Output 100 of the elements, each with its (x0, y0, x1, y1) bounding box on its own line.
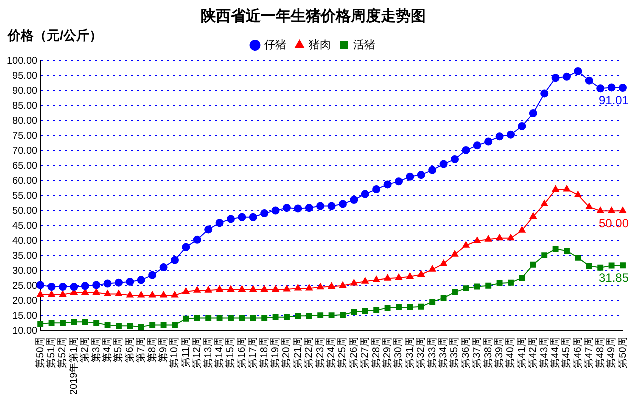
y-axis-title: 价格（元/公斤） (7, 28, 103, 44)
point (598, 264, 604, 271)
point (316, 202, 325, 210)
point (608, 207, 616, 214)
point (48, 290, 56, 298)
chart-title: 陕西省近一年生猪价格周度走势图 (201, 7, 426, 26)
point (530, 262, 536, 268)
point (574, 68, 582, 76)
point (305, 204, 314, 212)
point (328, 312, 335, 319)
point (384, 180, 392, 189)
point (239, 315, 246, 322)
point (81, 282, 90, 290)
point (541, 200, 548, 206)
x-tick-label: 第41周 (516, 337, 528, 368)
point (59, 290, 67, 298)
point (474, 284, 480, 290)
point (194, 286, 201, 293)
point (496, 234, 504, 241)
point (395, 274, 403, 280)
point (519, 275, 526, 282)
point (339, 282, 347, 288)
y-tick-label: 65.00 (12, 160, 38, 172)
point (418, 304, 424, 310)
point (496, 280, 503, 286)
x-tick-label: 第6周 (124, 337, 136, 363)
point (260, 210, 269, 218)
point (216, 286, 224, 292)
point (394, 178, 403, 186)
y-tick-label: 10.00 (12, 326, 38, 337)
point (318, 312, 324, 319)
data-label: 50.00 (598, 216, 630, 230)
x-tick-label: 第43周 (538, 337, 550, 368)
x-tick-label: 第17周 (247, 337, 260, 368)
x-tick-label: 第7周 (135, 337, 148, 363)
point (58, 283, 67, 292)
y-tick-label: 75.00 (12, 130, 38, 142)
point (608, 262, 615, 269)
point (597, 207, 604, 214)
x-tick-label: 第23周 (314, 337, 326, 368)
x-tick-label: 第46周 (572, 337, 584, 368)
x-tick-label: 第45周 (560, 337, 573, 368)
x-tick-label: 第12周 (191, 337, 204, 368)
point (507, 234, 515, 241)
point (138, 291, 145, 298)
point (127, 323, 134, 330)
point (93, 288, 100, 296)
point (104, 280, 112, 288)
x-tick-label: 第14周 (214, 337, 226, 368)
point (384, 305, 391, 312)
point (552, 74, 560, 82)
y-tick-label: 90.00 (12, 86, 38, 97)
point (126, 291, 134, 298)
point (620, 262, 626, 269)
point (194, 315, 200, 322)
x-tick-label: 第24周 (326, 337, 338, 368)
point (542, 252, 548, 259)
point (340, 312, 346, 318)
x-tick-label: 第18周 (258, 337, 270, 368)
x-tick-label: 第15周 (224, 337, 237, 368)
point (295, 313, 302, 320)
point (586, 203, 593, 210)
point (462, 242, 470, 248)
point (575, 254, 582, 261)
point (452, 289, 458, 296)
point (204, 226, 213, 234)
point (485, 236, 492, 242)
x-tick-label: 第32周 (415, 337, 428, 368)
y-tick-label: 85.00 (12, 100, 38, 112)
point (48, 320, 55, 326)
point (126, 278, 134, 286)
point (182, 288, 190, 294)
y-tick-label: 55.00 (12, 190, 38, 202)
point (160, 291, 168, 298)
data-label: 31.85 (598, 270, 630, 285)
x-tick-label: 第50周 (34, 337, 46, 368)
point (619, 207, 627, 214)
point (250, 286, 257, 292)
point (462, 146, 470, 154)
x-tick-label: 第31周 (404, 337, 416, 368)
x-tick-label: 第22周 (303, 337, 316, 368)
point (272, 314, 279, 320)
point (306, 313, 312, 320)
point (149, 291, 156, 298)
point (138, 324, 144, 330)
point (428, 166, 437, 174)
point (294, 204, 302, 213)
x-tick-label: 第44周 (550, 337, 562, 368)
y-tick-label: 45.00 (12, 220, 38, 232)
y-tick-label: 40.00 (12, 236, 38, 247)
point (283, 285, 291, 292)
point (282, 204, 291, 212)
point (262, 315, 268, 322)
point (406, 272, 414, 280)
point (294, 284, 302, 291)
x-tick-label: 第26周 (348, 337, 360, 368)
point (261, 286, 268, 292)
x-tick-label: 第33周 (426, 337, 438, 368)
point (508, 280, 514, 286)
point (206, 315, 212, 322)
